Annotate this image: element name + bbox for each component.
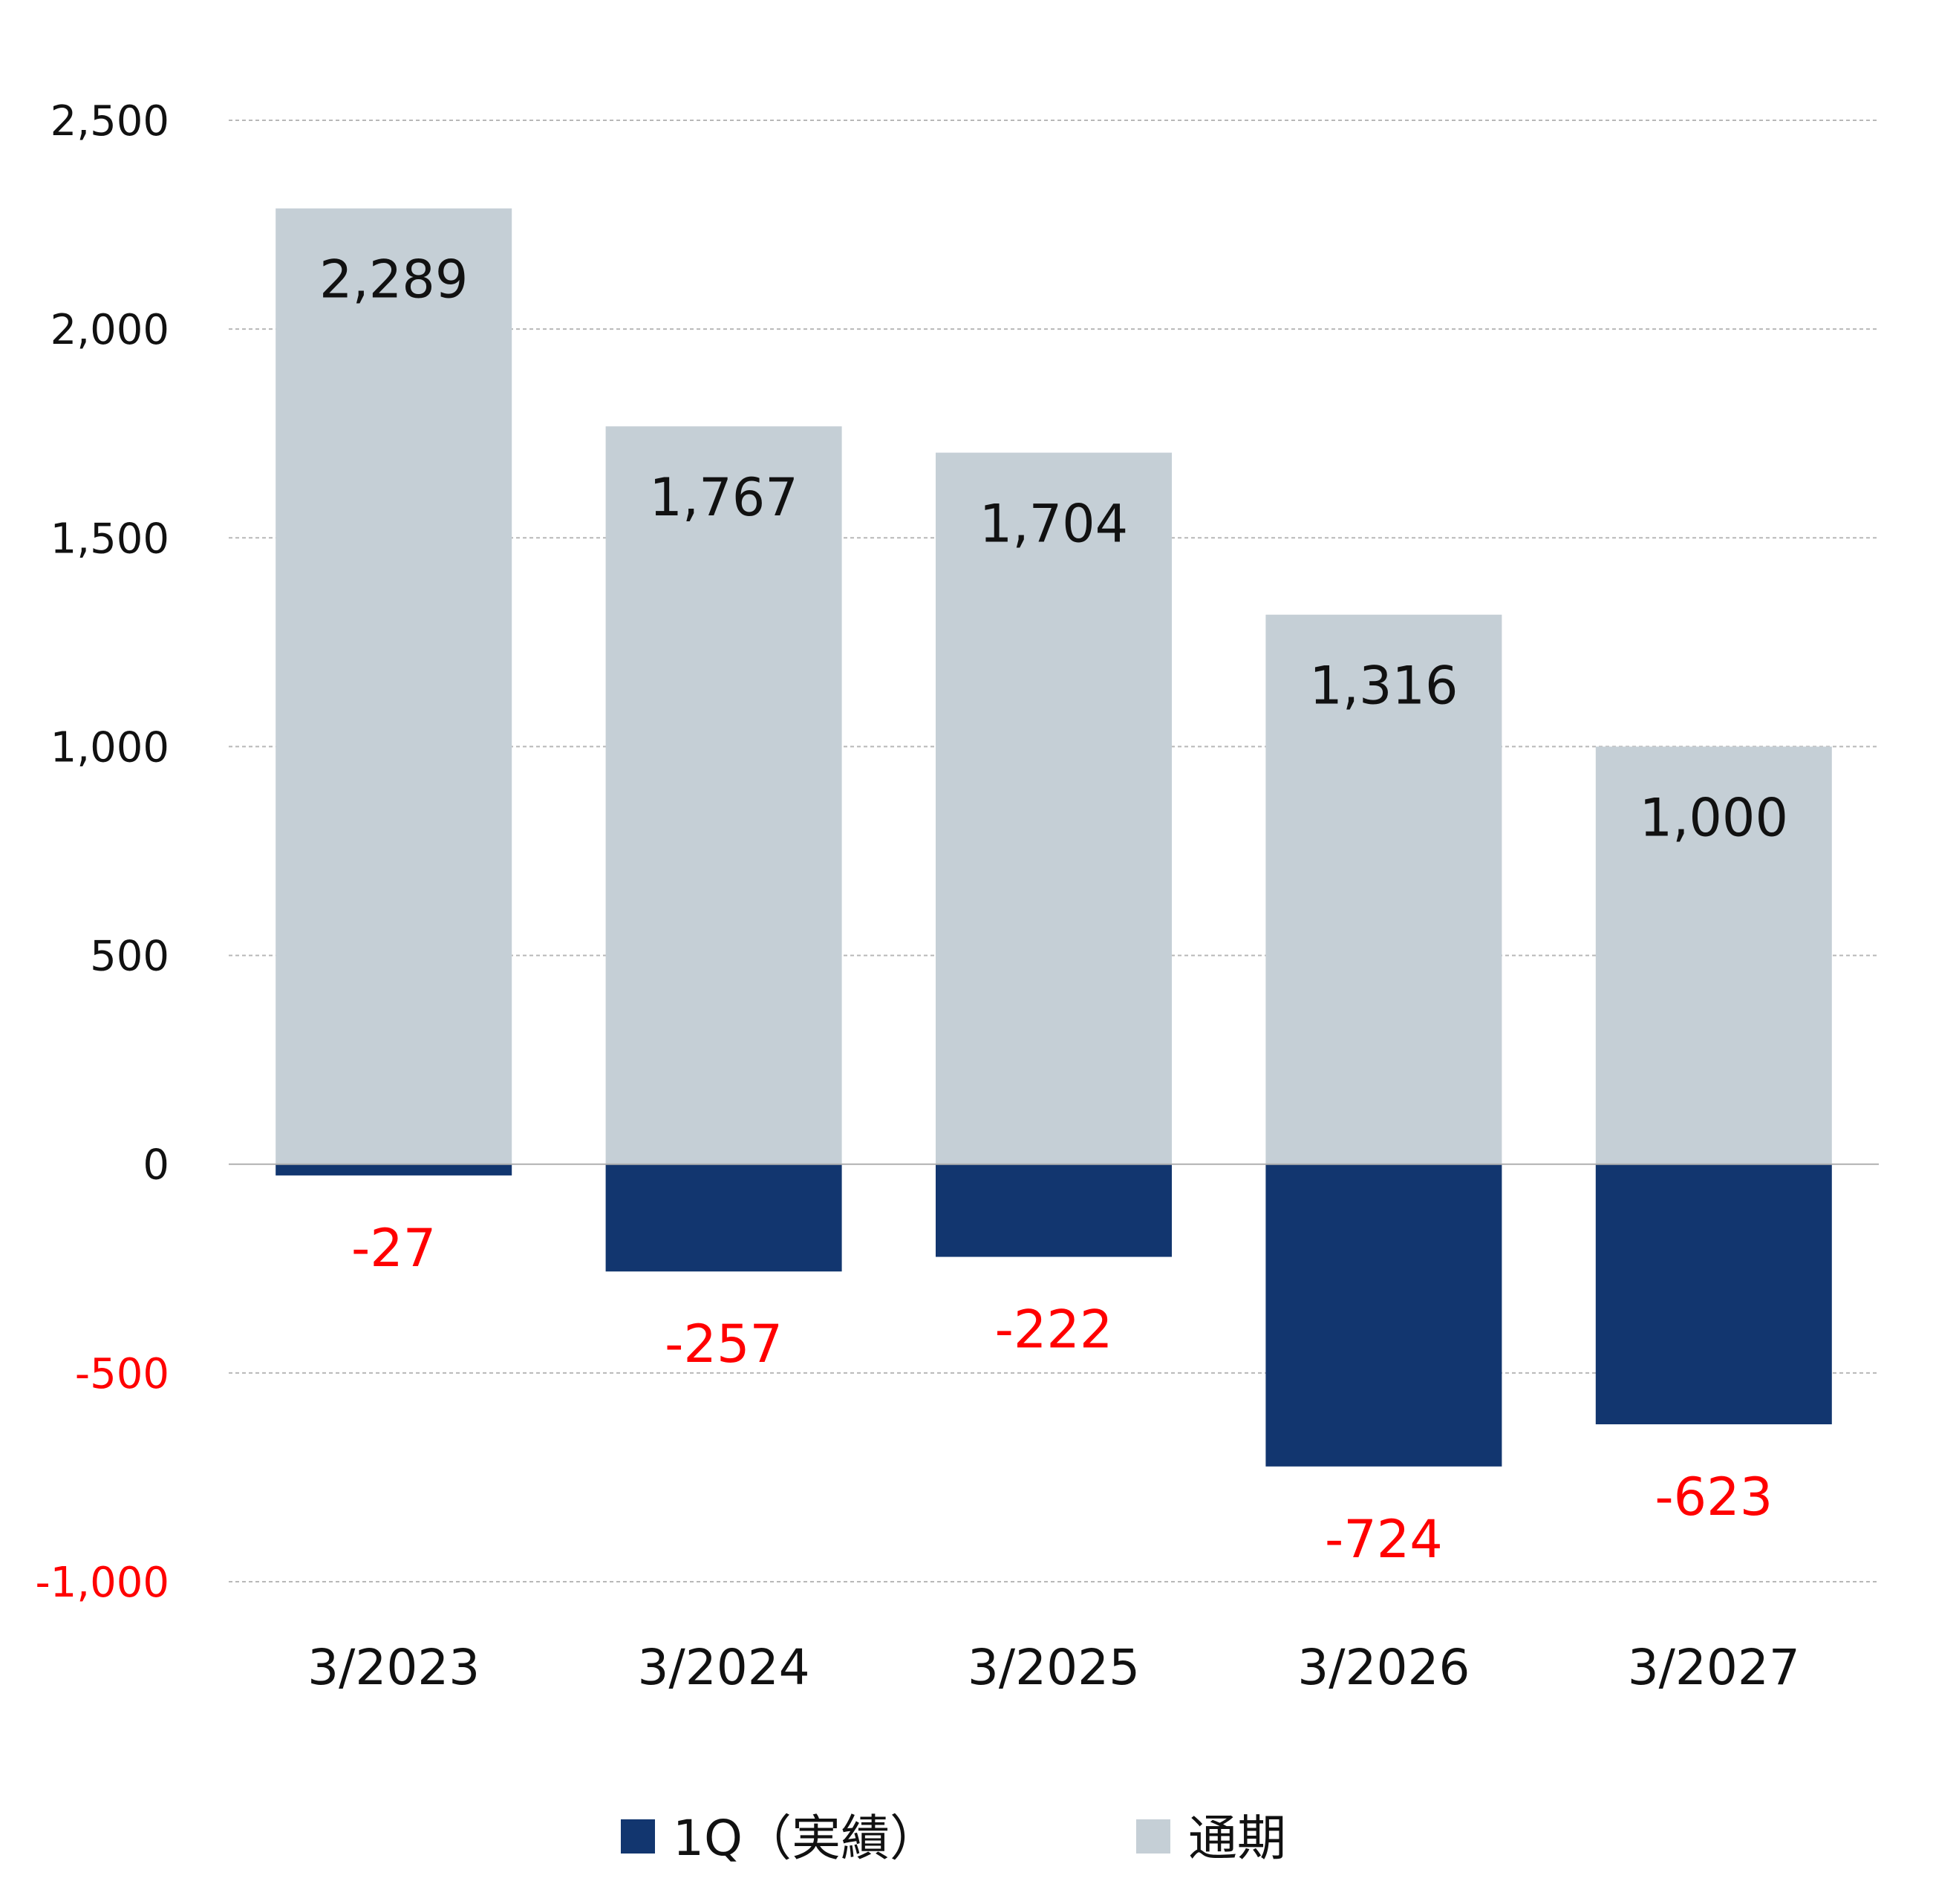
bar-1q-actual [605,1164,842,1272]
data-label-1q-actual: -257 [665,1314,783,1375]
y-tick-label: 2,000 [50,306,169,354]
data-label-full-year: 1,316 [1309,656,1458,717]
bar-full-year [936,452,1172,1164]
bar-full-year [1265,614,1502,1164]
data-labels: 2,289 -27 1,767 -257 1,704 -222 1,316 -724 1,000… [319,250,1788,1570]
bar-1q-actual [1595,1164,1832,1425]
legend-swatch-1q-actual [621,1819,655,1854]
bar-full-year [276,208,512,1164]
data-label-1q-actual: -27 [351,1218,436,1279]
bar-1q-actual [936,1164,1172,1257]
y-tick-label: 2,500 [50,97,169,146]
bar-1q-actual [1265,1164,1502,1467]
legend-label-1q-actual: 1Q（実績） [673,1810,939,1867]
y-tick-label: 0 [143,1141,169,1190]
data-label-1q-actual: -724 [1325,1509,1443,1570]
bar-full-year [1595,746,1832,1164]
y-tick-label: -1,000 [35,1559,169,1607]
data-label-full-year: 1,704 [979,494,1128,555]
bars [276,208,1832,1467]
data-label-full-year: 2,289 [319,250,468,310]
y-tick-label: -500 [75,1350,169,1398]
x-category-label: 3/2026 [1297,1639,1470,1696]
legend: 1Q（実績） 通期 [621,1810,1286,1867]
data-label-full-year: 1,767 [649,467,798,528]
data-label-1q-actual: -222 [995,1300,1113,1360]
x-category-label: 3/2027 [1628,1639,1800,1696]
y-axis-ticks: 2,500 2,000 1,500 1,000 500 0 -500 -1,000 [35,97,169,1607]
y-tick-label: 1,500 [50,515,169,563]
x-axis-categories: 3/2023 3/2024 3/2025 3/2026 3/2027 [307,1639,1800,1696]
bar-1q-actual [276,1164,512,1176]
legend-label-full-year: 通期 [1188,1810,1286,1867]
x-category-label: 3/2025 [968,1639,1140,1696]
x-category-label: 3/2024 [637,1639,809,1696]
data-label-1q-actual: -623 [1655,1467,1773,1528]
y-tick-label: 500 [90,933,169,981]
x-category-label: 3/2023 [307,1639,480,1696]
y-tick-label: 1,000 [50,723,169,772]
bar-full-year [605,426,842,1164]
data-label-full-year: 1,000 [1640,787,1788,848]
legend-swatch-full-year [1136,1819,1170,1854]
